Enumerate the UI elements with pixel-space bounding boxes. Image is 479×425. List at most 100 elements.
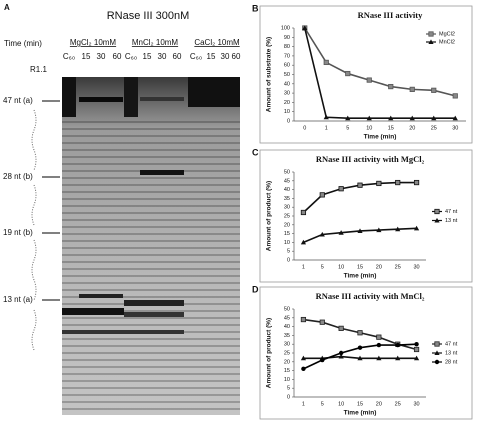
- y-tick-label: 0: [287, 394, 290, 400]
- x-tick-label: 10: [338, 401, 344, 407]
- y-tick-label: 15: [284, 368, 290, 374]
- data-point: [413, 225, 420, 231]
- y-tick-label: 45: [284, 178, 290, 184]
- x-axis-title: Time (min): [344, 273, 377, 280]
- y-tick-label: 100: [281, 25, 290, 31]
- data-point: [301, 366, 306, 372]
- x-tick-label: 20: [409, 125, 415, 131]
- x-tick-label: 10: [338, 264, 344, 270]
- x-tick-label: 15: [357, 264, 363, 270]
- y-tick-label: 90: [284, 35, 290, 41]
- condition: MgCl₂ 10mM: [70, 38, 117, 47]
- lane-label: 30: [221, 52, 230, 61]
- data-point: [413, 346, 420, 353]
- legend-label: 47 nt: [445, 209, 458, 215]
- legend-marker: [434, 217, 440, 223]
- band: [79, 97, 123, 102]
- data-point: [302, 25, 308, 30]
- band: [62, 77, 76, 117]
- chart-frame: [259, 5, 473, 144]
- data-point: [345, 70, 351, 77]
- legend-marker: [428, 39, 434, 44]
- data-point: [345, 115, 351, 121]
- panel-label: C: [252, 147, 259, 157]
- data-point: [300, 316, 307, 323]
- y-tick-label: 35: [284, 333, 290, 339]
- size-marker: 19 nt (b): [3, 228, 33, 237]
- y-tick-label: 30: [284, 342, 290, 348]
- x-tick-label: 30: [414, 264, 420, 270]
- band: [124, 77, 138, 117]
- data-point: [319, 231, 325, 237]
- lane-label: 60: [113, 52, 122, 61]
- time-label: Time (min): [4, 39, 42, 48]
- y-tick-label: 40: [284, 81, 290, 87]
- x-tick-label: 15: [388, 125, 394, 131]
- data-point: [338, 353, 344, 359]
- x-tick-label: 1: [302, 264, 305, 270]
- y-axis-title: Amount of substrate (%): [266, 37, 273, 112]
- data-point: [300, 209, 307, 216]
- y-tick-label: 0: [287, 118, 290, 124]
- band: [140, 97, 184, 101]
- y-tick-label: 50: [284, 169, 290, 175]
- data-point: [357, 345, 363, 350]
- data-point: [300, 239, 307, 245]
- x-tick-label: 0: [303, 125, 306, 131]
- band: [62, 308, 124, 315]
- lane-label: 30: [158, 52, 167, 61]
- x-tick-label: 1: [302, 401, 305, 407]
- condition: MnCl₂ 10mM: [132, 38, 179, 47]
- chart-title: RNase III activity with MnCl₂: [316, 291, 425, 301]
- chart-title: RNase III activity with MgCl₂: [316, 154, 425, 164]
- data-point: [319, 319, 325, 325]
- legend-marker: [434, 350, 440, 355]
- data-point: [338, 186, 344, 192]
- data-point: [357, 182, 363, 188]
- legend-label: 13 nt: [445, 218, 458, 224]
- data-point: [338, 230, 344, 235]
- x-tick-label: 30: [414, 401, 420, 407]
- lane-label: C₆₀: [190, 52, 202, 61]
- data-point: [319, 192, 325, 198]
- size-marker: 28 nt (b): [3, 172, 33, 181]
- data-point: [395, 342, 400, 348]
- data-point: [357, 330, 363, 336]
- panel-label: D: [252, 284, 259, 294]
- x-tick-label: 5: [321, 401, 324, 407]
- lane-label: 15: [82, 52, 91, 61]
- data-point: [357, 228, 363, 233]
- construct-label: R1.1: [30, 65, 47, 74]
- lane-label: 30: [97, 52, 106, 61]
- gel-ladder: [62, 120, 240, 410]
- band: [124, 300, 184, 306]
- data-point: [409, 115, 415, 121]
- x-tick-label: 10: [366, 125, 372, 131]
- y-tick-label: 80: [284, 44, 290, 50]
- data-point: [414, 342, 419, 347]
- chart-frame: [259, 149, 473, 283]
- data-point: [320, 357, 325, 363]
- legend-label: 28 nt: [445, 359, 458, 365]
- data-point: [431, 87, 437, 93]
- band: [79, 294, 123, 298]
- y-tick-label: 40: [284, 187, 290, 193]
- x-tick-label: 15: [357, 401, 363, 407]
- data-point: [413, 355, 420, 361]
- y-tick-label: 15: [284, 231, 290, 237]
- data-point: [388, 83, 394, 90]
- y-tick-label: 20: [284, 222, 290, 228]
- chart-title: RNase III activity: [358, 10, 423, 20]
- y-tick-label: 30: [284, 91, 290, 97]
- y-axis-title: Amount of product (%): [266, 181, 273, 251]
- x-tick-label: 25: [431, 125, 437, 131]
- lane-label: C₆₀: [125, 52, 137, 61]
- band: [188, 77, 240, 107]
- band: [62, 330, 184, 334]
- data-point: [388, 115, 394, 121]
- y-tick-label: 0: [287, 257, 290, 263]
- y-tick-label: 5: [287, 386, 290, 392]
- band: [124, 312, 184, 317]
- data-point: [376, 180, 382, 187]
- y-tick-label: 10: [284, 109, 290, 115]
